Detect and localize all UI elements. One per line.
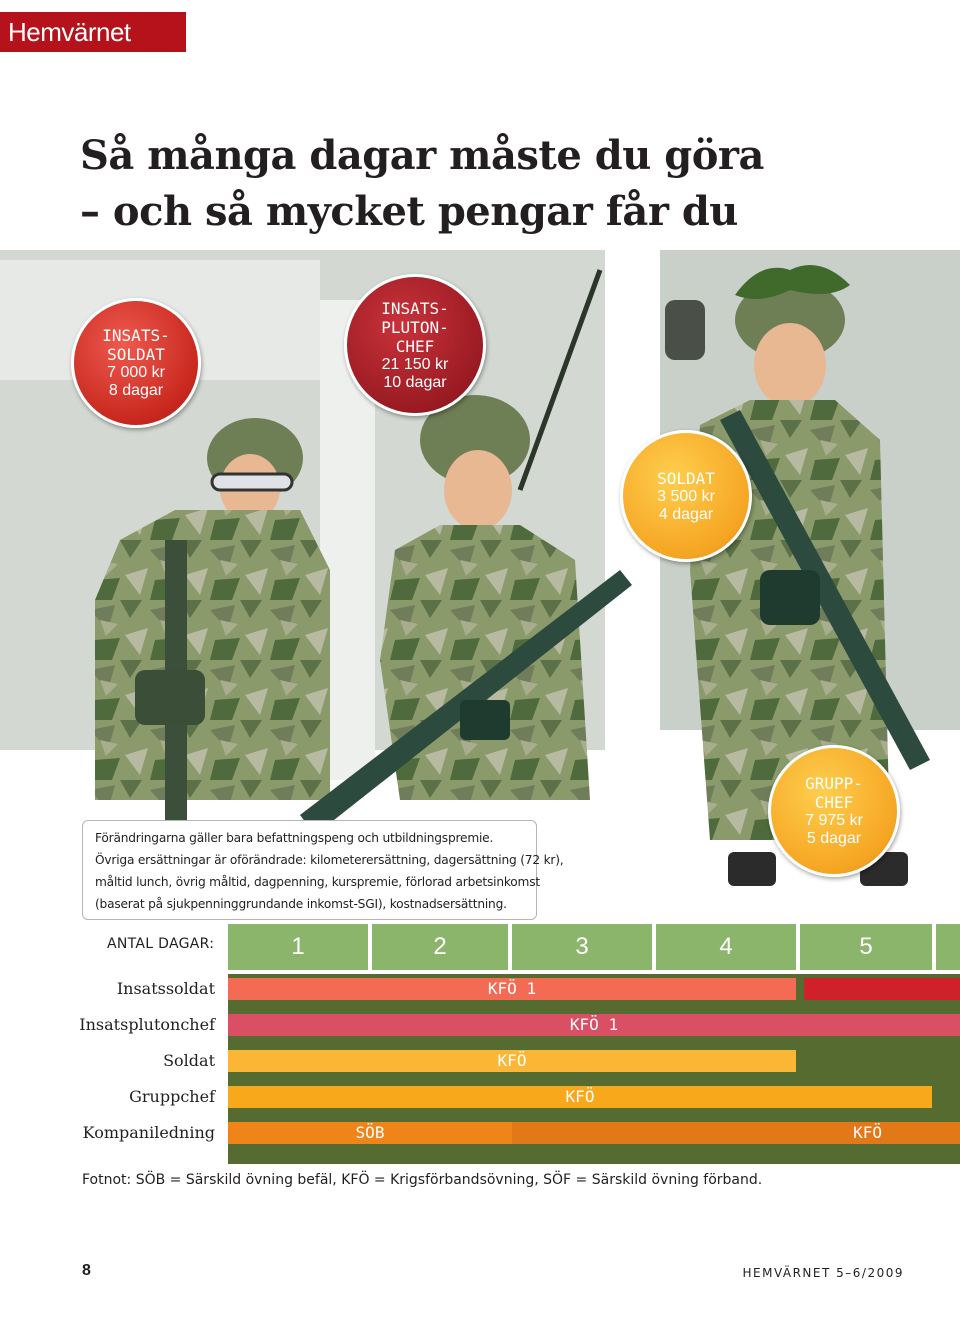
badge-role: INSATS- PLUTON- CHEF (381, 298, 449, 356)
note-line: Förändringarna gäller bara befattningspe… (95, 831, 494, 845)
badge-amount: 21 150 kr (381, 355, 449, 373)
day-column-1: 1 (228, 924, 368, 970)
schedule-chart: ANTAL DAGAR: 1 2 3 4 5 Insatssoldat Insa… (0, 924, 960, 1164)
day-column-2: 2 (372, 924, 508, 970)
badge-insatsplutonchef: INSATS- PLUTON- CHEF 21 150 kr 10 dagar (344, 274, 486, 416)
badge-days: 8 dagar (108, 382, 164, 399)
title-line-2: – och så mycket pengar får du (80, 188, 738, 235)
badge-role: GRUPP- CHEF (805, 774, 863, 812)
row-label: Gruppchef (129, 1087, 215, 1106)
day-column-3: 3 (512, 924, 652, 970)
title-line-1: Så många dagar måste du göra (80, 132, 764, 179)
magazine-issue: HEMVÄRNET 5–6/2009 (742, 1266, 904, 1280)
page-title: Så många dagar måste du göra – och så my… (80, 128, 764, 240)
badge-days: 4 dagar (658, 505, 714, 523)
bar-kompaniledning-sob: SÖB (228, 1122, 512, 1144)
badge-soldat: SOLDAT 3 500 kr 4 dagar (620, 430, 752, 562)
note-line: (baserat på sjukpenninggrundande inkomst… (95, 897, 507, 911)
note-line: måltid lunch, övrig måltid, dagpenning, … (95, 875, 540, 889)
section-tag: Hemvärnet 2010 (0, 12, 186, 87)
badge-days: 5 dagar (806, 830, 862, 847)
soldier-center (300, 269, 632, 835)
soldiers-illustration (0, 240, 960, 930)
day-column-5: 5 (800, 924, 932, 970)
note-line: Övriga ersättningar är oförändrade: kilo… (95, 853, 564, 867)
bar-gruppchef-kfo: KFÖ (228, 1086, 932, 1108)
badge-role: INSATS- SOLDAT (102, 326, 170, 364)
days-label: ANTAL DAGAR: (107, 936, 215, 952)
bar-soldat-kfo: KFÖ (228, 1050, 796, 1072)
row-label: Insatsplutonchef (79, 1015, 215, 1034)
day-column-4: 4 (656, 924, 796, 970)
bar-insatssoldat-extra (804, 978, 960, 1000)
schedule-header: ANTAL DAGAR: 1 2 3 4 5 (0, 924, 960, 970)
bar-insatssoldat-kfo: KFÖ 1 (228, 978, 796, 1000)
badge-insatssoldat: INSATS- SOLDAT 7 000 kr 8 dagar (71, 298, 201, 428)
badge-amount: 7 000 kr (107, 364, 165, 381)
row-label: Kompaniledning (82, 1123, 215, 1142)
soldiers-illustration-graphic (0, 250, 960, 886)
row-label: Insatssoldat (116, 979, 215, 998)
badge-gruppchef: GRUPP- CHEF 7 975 kr 5 dagar (768, 745, 900, 877)
page-number: 8 (82, 1262, 91, 1279)
footnote: Fotnot: SÖB = Särskild övning befäl, KFÖ… (82, 1172, 763, 1188)
badge-days: 10 dagar (383, 373, 447, 391)
badge-amount: 3 500 kr (657, 487, 715, 505)
badge-role: SOLDAT (657, 468, 715, 488)
bar-kompaniledning-kfo: KFÖ (512, 1122, 960, 1144)
day-column-6 (936, 924, 960, 970)
badge-amount: 7 975 kr (805, 812, 863, 829)
info-note: Förändringarna gäller bara befattningspe… (82, 820, 564, 920)
soldier-left (95, 418, 330, 820)
row-label: Soldat (163, 1051, 215, 1070)
bar-insatsplutonchef-kfo: KFÖ 1 (228, 1014, 960, 1036)
